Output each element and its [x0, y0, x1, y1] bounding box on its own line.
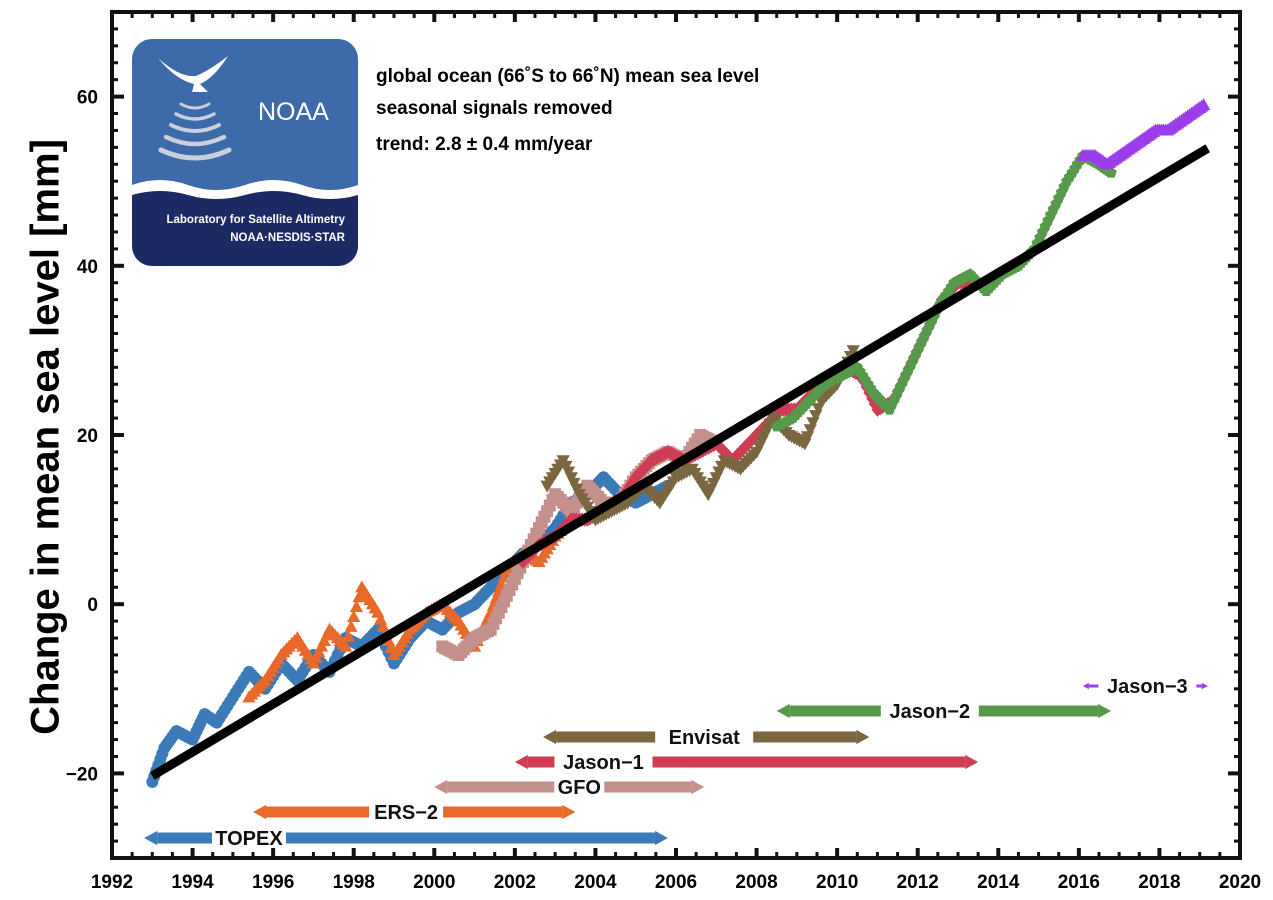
span-jason-1: Jason−1 [514, 752, 979, 774]
x-tick-label: 1996 [252, 872, 294, 893]
annotation-trend: trend: 2.8 ± 0.4 mm/year [376, 134, 593, 155]
axis-ticks [110, 10, 1242, 860]
span-bar-right [443, 806, 563, 818]
span-label: GFO [558, 777, 601, 799]
series-jason-3 [1076, 98, 1211, 170]
bird-icon [158, 56, 228, 92]
span-bar-left [527, 756, 555, 768]
span-jason-3: Jason−3 [1082, 676, 1208, 698]
span-arrow-right [654, 830, 668, 846]
point-jason-2 [1105, 166, 1117, 178]
x-tick-labels: 1992 1994 1996 1998 2000 2002 2004 2006 2008 2010… [91, 872, 1261, 893]
span-label: TOPEX [215, 828, 283, 850]
span-label: ERS−2 [374, 802, 438, 824]
span-jason-2: Jason−2 [776, 701, 1112, 723]
span-arrow-right [856, 729, 870, 745]
logo-line-2: NOAA·NESDIS·STAR [230, 232, 345, 244]
span-arrow-left [1082, 682, 1089, 690]
logo-title: NOAA [258, 98, 329, 126]
span-bar-left [447, 781, 555, 793]
x-tick-label: 2000 [413, 872, 455, 893]
y-axis-label: Change in mean sea level [mm] [24, 139, 68, 735]
span-bar-right [285, 832, 655, 844]
span-bar-right [753, 731, 857, 743]
x-tick-label: 2012 [897, 872, 939, 893]
x-tick-label: 2020 [1219, 872, 1261, 893]
data-points [146, 98, 1211, 788]
span-arrow-left [434, 779, 448, 795]
x-tick-label: 1994 [171, 872, 214, 893]
span-arrow-left [514, 754, 528, 770]
span-bar-right [652, 756, 966, 768]
x-tick-label: 1992 [91, 872, 133, 893]
noaa-logo: NOAA Laboratory for Satellite Altimetry … [132, 39, 358, 266]
y-tick-label: 60 [77, 88, 98, 109]
span-label: Envisat [669, 727, 740, 749]
span-arrow-left [253, 804, 266, 820]
point-ers-2 [339, 639, 353, 652]
x-tick-label: 2014 [977, 872, 1020, 893]
annotation-region: global ocean (66˚S to 66˚N) mean sea lev… [376, 66, 759, 87]
span-bar-left [789, 705, 881, 717]
span-arrow-right [1201, 682, 1208, 690]
y-tick-labels: −20 0 20 40 60 [66, 88, 98, 786]
point-jason-3 [1197, 98, 1211, 111]
span-ers-2: ERS−2 [253, 802, 576, 824]
logo-line-1: Laboratory for Satellite Altimetry [166, 214, 345, 226]
span-bar-left [266, 806, 370, 818]
span-arrow-left [776, 703, 790, 719]
trend-line-path [149, 144, 1211, 780]
x-tick-label: 2002 [494, 872, 536, 893]
span-bar-left [556, 731, 656, 743]
span-arrow-left [144, 830, 158, 846]
span-arrow-right [965, 754, 979, 770]
span-arrow-left [543, 729, 557, 745]
point-ers-2 [341, 629, 355, 642]
span-label: Jason−2 [889, 701, 970, 723]
point-ers-2 [344, 619, 358, 632]
span-label: Jason−3 [1107, 676, 1188, 698]
point-envisat [846, 345, 860, 358]
y-tick-label: −20 [66, 764, 98, 785]
x-tick-label: 2018 [1138, 872, 1180, 893]
x-tick-label: 2006 [655, 872, 697, 893]
x-tick-label: 2008 [735, 872, 777, 893]
trend-line [149, 144, 1211, 780]
y-tick-label: 20 [77, 426, 98, 447]
span-gfo: GFO [434, 777, 705, 799]
span-arrow-right [562, 804, 576, 820]
x-tick-label: 1998 [333, 872, 375, 893]
x-tick-label: 2010 [816, 872, 858, 893]
annotation-seasonal: seasonal signals removed [376, 98, 613, 119]
span-bar-left [1088, 684, 1099, 688]
span-label: Jason−1 [563, 752, 644, 774]
span-envisat: Envisat [543, 727, 870, 749]
span-bar-right [978, 705, 1099, 717]
span-arrow-right [691, 779, 705, 795]
span-bar-left [157, 832, 212, 844]
span-arrow-right [1098, 703, 1112, 719]
x-tick-label: 2016 [1058, 872, 1100, 893]
point-ers-2 [349, 600, 363, 613]
y-tick-label: 0 [87, 595, 98, 616]
span-bar-right [604, 781, 692, 793]
y-tick-label: 40 [77, 257, 98, 278]
point-ers-2 [347, 609, 361, 622]
span-topex: TOPEX [144, 828, 668, 850]
x-tick-label: 2004 [574, 872, 617, 893]
span-bar-right [1196, 684, 1202, 688]
mission-spans: TOPEX ERS−2 GFO Jason−1 Envisat Jason−2 Jason−… [144, 676, 1208, 850]
